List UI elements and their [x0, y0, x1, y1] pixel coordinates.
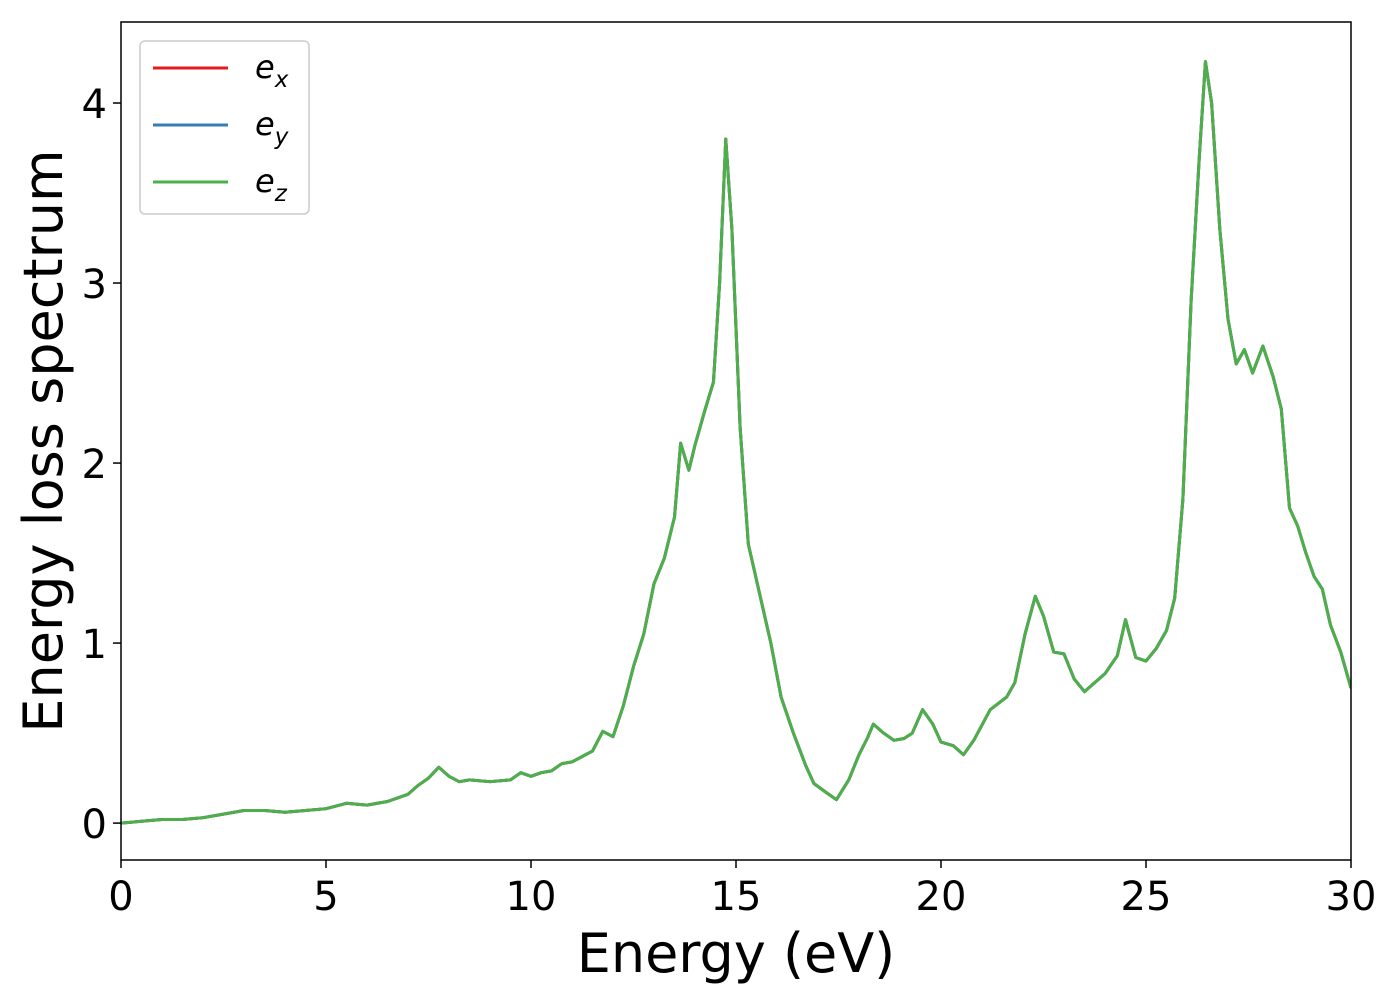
x-tick-label: 20 [916, 874, 967, 920]
x-axis-label: Energy (eV) [577, 922, 896, 985]
x-tick-label: 25 [1121, 874, 1172, 920]
x-tick-label: 30 [1326, 874, 1377, 920]
y-tick-label: 2 [82, 442, 107, 488]
x-tick-label: 15 [711, 874, 762, 920]
legend-label: ez [255, 162, 288, 207]
y-tick-label: 3 [82, 262, 107, 308]
line-series [121, 60, 1351, 825]
y-tick-label: 4 [82, 82, 107, 128]
y-tick-label: 1 [82, 622, 107, 668]
x-tick-label: 5 [313, 874, 338, 920]
legend-label: ex [255, 48, 289, 93]
x-tick-label: 0 [108, 874, 133, 920]
legend-label: ey [255, 105, 289, 150]
y-tick-label: 0 [82, 802, 107, 848]
y-axis-label: Energy loss spectrum [12, 149, 75, 732]
legend-box [139, 40, 310, 215]
plot-lines [121, 60, 1351, 825]
x-tick-label: 10 [506, 874, 557, 920]
